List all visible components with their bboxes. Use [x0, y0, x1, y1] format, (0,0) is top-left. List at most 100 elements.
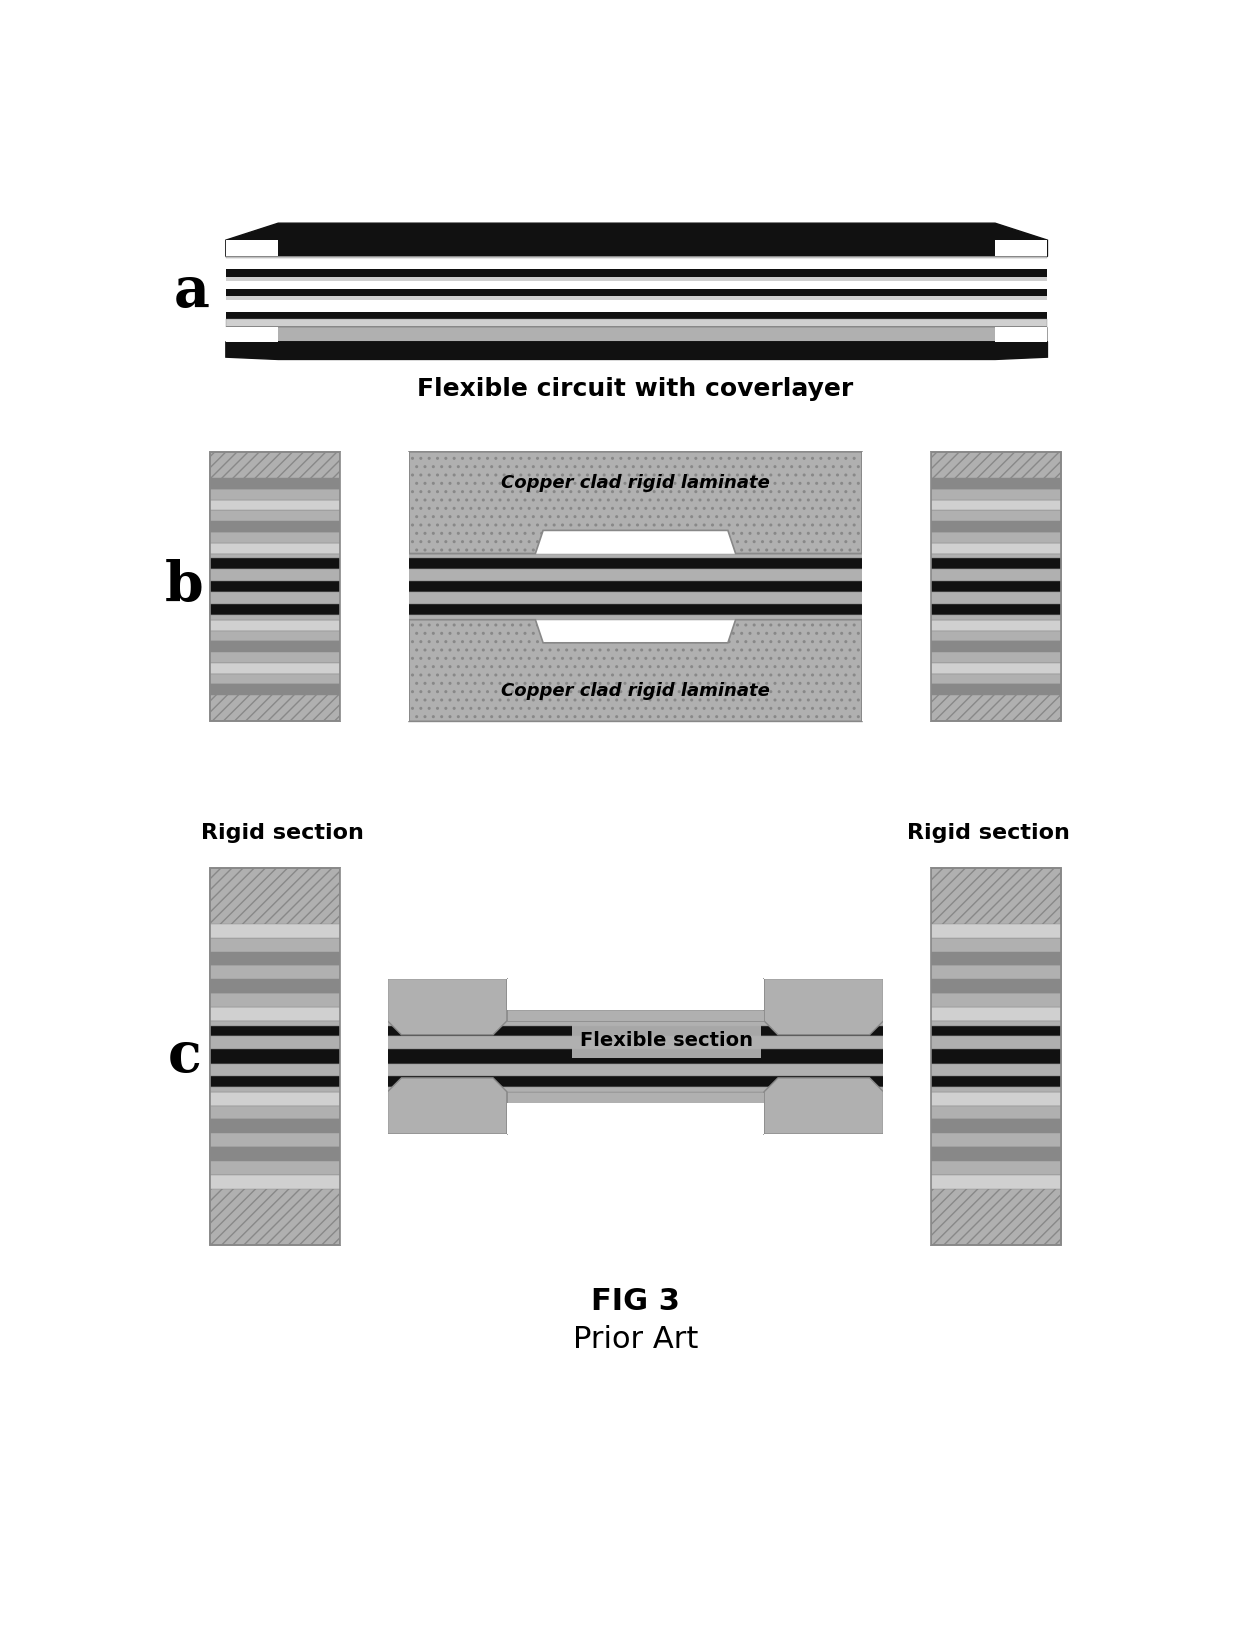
Bar [388, 1099, 507, 1107]
Bar [931, 662, 1060, 674]
Bar [931, 1091, 1060, 1106]
Bar [340, 452, 409, 722]
Bar [226, 311, 1048, 320]
Polygon shape [409, 620, 862, 722]
Polygon shape [1007, 241, 1048, 257]
Bar [931, 511, 1060, 521]
Bar [931, 489, 1060, 499]
Polygon shape [226, 241, 267, 257]
Bar [764, 1099, 883, 1107]
Bar [931, 979, 1060, 994]
Bar [211, 684, 340, 695]
Polygon shape [994, 241, 1048, 257]
Polygon shape [388, 1078, 507, 1134]
Bar [931, 1007, 1060, 1020]
Bar [388, 1114, 507, 1122]
Bar [931, 994, 1060, 1007]
Polygon shape [226, 326, 267, 341]
Bar [211, 452, 340, 722]
Polygon shape [1007, 326, 1048, 341]
Bar [211, 554, 1060, 559]
Bar [931, 684, 1060, 695]
Bar [388, 1134, 507, 1244]
Bar [507, 1103, 764, 1134]
Bar [211, 1076, 1060, 1088]
Bar [931, 499, 1060, 511]
Bar [507, 1010, 764, 1020]
Bar [211, 662, 340, 674]
Polygon shape [226, 222, 1048, 257]
Bar [211, 1065, 1060, 1076]
Bar [211, 1007, 340, 1020]
Bar [211, 641, 340, 653]
Bar [862, 452, 931, 722]
Bar [211, 532, 340, 542]
Bar [211, 1091, 340, 1106]
Bar [226, 326, 1048, 341]
Bar [211, 452, 340, 722]
Bar [931, 925, 1060, 938]
Bar [211, 1175, 340, 1188]
Text: Flexible section: Flexible section [580, 1032, 753, 1050]
Bar [764, 1091, 883, 1099]
Bar [764, 1122, 883, 1131]
Bar [931, 867, 1060, 1244]
Bar [764, 979, 883, 1134]
Bar [211, 1106, 340, 1119]
Bar [226, 288, 1048, 297]
Bar [211, 521, 340, 532]
Bar [388, 867, 507, 979]
Polygon shape [994, 326, 1048, 341]
Bar [211, 478, 340, 489]
Bar [931, 867, 1060, 1244]
Polygon shape [226, 241, 278, 257]
Bar [211, 979, 340, 994]
Bar [388, 1091, 507, 1099]
Bar [211, 867, 340, 1244]
Bar [764, 867, 883, 979]
Bar [931, 674, 1060, 684]
Bar [388, 982, 507, 990]
Polygon shape [409, 452, 862, 554]
Bar [764, 1005, 883, 1014]
Bar [211, 1025, 1060, 1037]
Bar [931, 521, 1060, 532]
Bar [226, 320, 1048, 326]
Polygon shape [764, 979, 883, 1035]
Polygon shape [388, 979, 507, 1035]
Bar [388, 1005, 507, 1014]
Bar [931, 1162, 1060, 1175]
Text: Rigid section: Rigid section [201, 822, 365, 844]
Bar [388, 1107, 507, 1114]
Bar [931, 452, 1060, 722]
Bar [211, 542, 340, 554]
Bar [211, 966, 340, 979]
Text: b: b [165, 559, 203, 615]
Bar [211, 489, 340, 499]
Bar [931, 966, 1060, 979]
Bar [931, 1106, 1060, 1119]
Text: Flexible circuit with coverlayer: Flexible circuit with coverlayer [418, 377, 853, 400]
Bar [764, 990, 883, 997]
Bar [211, 1048, 1060, 1065]
Bar [211, 615, 1060, 620]
Bar [931, 478, 1060, 489]
Bar [931, 641, 1060, 653]
Bar [931, 1119, 1060, 1134]
Bar [507, 1091, 764, 1103]
Bar [211, 1037, 1060, 1048]
Bar [211, 1162, 340, 1175]
Bar [931, 620, 1060, 631]
Bar [211, 620, 340, 631]
Text: Rigid section: Rigid section [906, 822, 1070, 844]
Polygon shape [764, 1078, 883, 1134]
Text: Copper clad rigid laminate: Copper clad rigid laminate [501, 473, 770, 491]
Bar [931, 532, 1060, 542]
Bar [211, 1134, 340, 1147]
Bar [388, 997, 507, 1005]
Bar [211, 653, 340, 662]
Polygon shape [226, 341, 1048, 359]
Bar [764, 1107, 883, 1114]
Bar [226, 269, 1048, 277]
Bar [340, 867, 388, 1244]
